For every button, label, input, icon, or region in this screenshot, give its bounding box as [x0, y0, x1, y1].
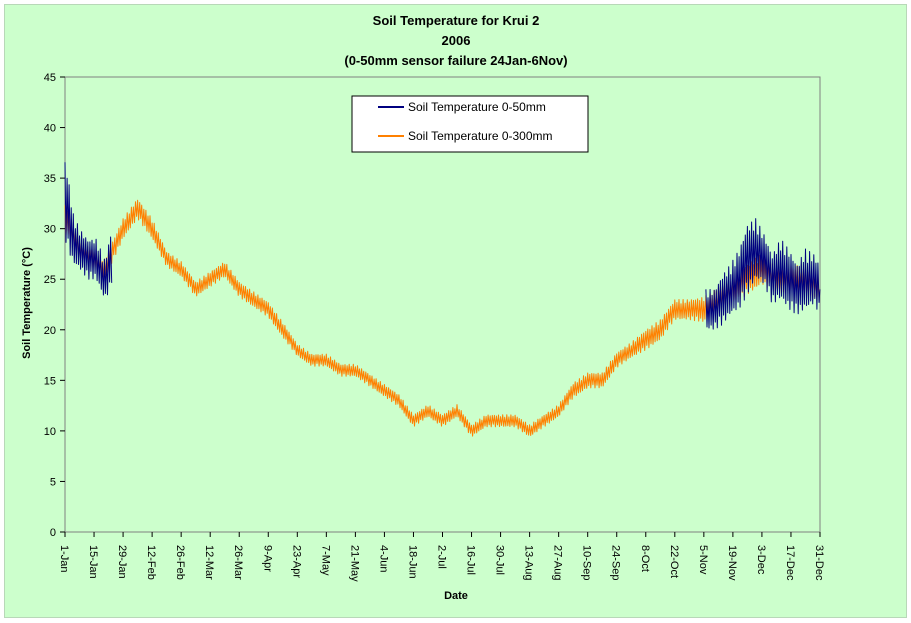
x-tick-label: 30-Jul: [494, 545, 506, 575]
x-tick-label: 12-Feb: [145, 545, 157, 580]
x-tick-label: 26-Mar: [232, 545, 244, 580]
x-tick-label: 9-Apr: [261, 545, 273, 572]
x-tick-label: 24-Sep: [610, 545, 622, 580]
x-tick-label: 10-Sep: [581, 545, 593, 580]
y-tick-label: 35: [44, 173, 56, 185]
legend: Soil Temperature 0-50mm Soil Temperature…: [351, 95, 589, 153]
y-tick-label: 10: [44, 426, 56, 438]
x-tick-label: 16-Jul: [465, 545, 477, 575]
x-tick-label: 5-Nov: [697, 545, 709, 575]
chart-title: Soil Temperature for Krui 2: [373, 13, 540, 28]
y-tick-label: 30: [44, 224, 56, 236]
y-tick-label: 45: [44, 72, 56, 84]
x-tick-label: 8-Oct: [639, 545, 651, 572]
legend-label-0-300mm: Soil Temperature 0-300mm: [408, 129, 553, 143]
x-tick-label: 13-Aug: [523, 545, 535, 580]
soil-temperature-chart: Soil Temperature for Krui 2 2006 (0-50mm…: [21, 13, 825, 602]
x-axis-label: Date: [444, 590, 468, 602]
x-tick-label: 15-Jan: [87, 545, 99, 579]
x-tick-label: 22-Oct: [668, 545, 680, 578]
x-tick-label: 3-Dec: [755, 545, 767, 575]
x-tick-label: 18-Jun: [406, 545, 418, 579]
y-tick-label: 15: [44, 375, 56, 387]
x-tick-label: 4-Jun: [377, 545, 389, 573]
x-tick-label: 27-Aug: [552, 545, 564, 580]
chart-note: (0-50mm sensor failure 24Jan-6Nov): [344, 53, 567, 68]
y-tick-label: 5: [50, 476, 56, 488]
y-tick-label: 20: [44, 325, 56, 337]
x-tick-label: 23-Apr: [290, 545, 302, 578]
chart-frame: Soil Temperature for Krui 2 2006 (0-50mm…: [4, 4, 907, 618]
y-axis-label: Soil Temperature (°C): [21, 247, 33, 359]
y-axis: 0 5 10 15 20 25 30 35 40 45: [44, 72, 65, 539]
series-line-0-300mm: [64, 199, 821, 437]
series-line-0-50mm-segment-1: [64, 162, 113, 296]
x-tick-label: 7-May: [319, 545, 331, 576]
y-tick-label: 25: [44, 274, 56, 286]
x-tick-label: 29-Jan: [116, 545, 128, 579]
x-tick-label: 26-Feb: [174, 545, 186, 580]
x-axis: 1-Jan 15-Jan 29-Jan 12-Feb 26-Feb 12-Mar 26-Ma…: [58, 532, 825, 582]
x-tick-label: 12-Mar: [203, 545, 215, 580]
chart-subtitle: 2006: [442, 33, 471, 48]
legend-label-0-50mm: Soil Temperature 0-50mm: [408, 100, 546, 114]
x-tick-label: 31-Dec: [813, 545, 825, 581]
x-tick-label: 2-Jul: [436, 545, 448, 569]
x-tick-label: 21-May: [348, 545, 360, 582]
x-tick-label: 17-Dec: [784, 545, 796, 581]
y-tick-label: 0: [50, 527, 56, 539]
y-tick-label: 40: [44, 123, 56, 135]
x-tick-label: 19-Nov: [726, 545, 738, 581]
series-layer: [64, 162, 821, 437]
x-tick-label: 1-Jan: [58, 545, 70, 573]
series-line-0-50mm-segment-2: [705, 218, 821, 330]
legend-box: [351, 95, 589, 153]
